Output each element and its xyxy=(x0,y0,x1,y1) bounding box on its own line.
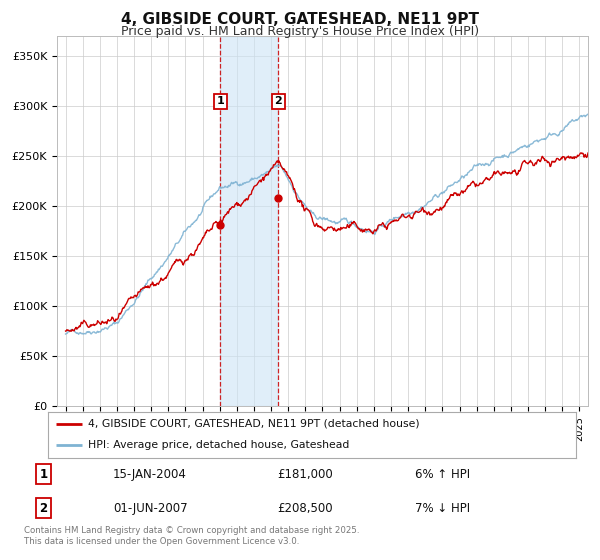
Text: HPI: Average price, detached house, Gateshead: HPI: Average price, detached house, Gate… xyxy=(88,440,349,450)
Text: 7% ↓ HPI: 7% ↓ HPI xyxy=(415,502,470,515)
Text: 6% ↑ HPI: 6% ↑ HPI xyxy=(415,468,470,480)
Text: £181,000: £181,000 xyxy=(277,468,333,480)
Text: 4, GIBSIDE COURT, GATESHEAD, NE11 9PT: 4, GIBSIDE COURT, GATESHEAD, NE11 9PT xyxy=(121,12,479,27)
Text: 2: 2 xyxy=(40,502,48,515)
Text: Contains HM Land Registry data © Crown copyright and database right 2025.
This d: Contains HM Land Registry data © Crown c… xyxy=(24,526,359,546)
Text: 2: 2 xyxy=(274,96,282,106)
Text: £208,500: £208,500 xyxy=(277,502,332,515)
Text: 1: 1 xyxy=(40,468,48,480)
Text: 1: 1 xyxy=(217,96,224,106)
Text: 15-JAN-2004: 15-JAN-2004 xyxy=(113,468,187,480)
Bar xyxy=(220,36,278,406)
Text: Price paid vs. HM Land Registry's House Price Index (HPI): Price paid vs. HM Land Registry's House … xyxy=(121,25,479,38)
Text: 4, GIBSIDE COURT, GATESHEAD, NE11 9PT (detached house): 4, GIBSIDE COURT, GATESHEAD, NE11 9PT (d… xyxy=(88,419,419,429)
Text: 01-JUN-2007: 01-JUN-2007 xyxy=(113,502,187,515)
